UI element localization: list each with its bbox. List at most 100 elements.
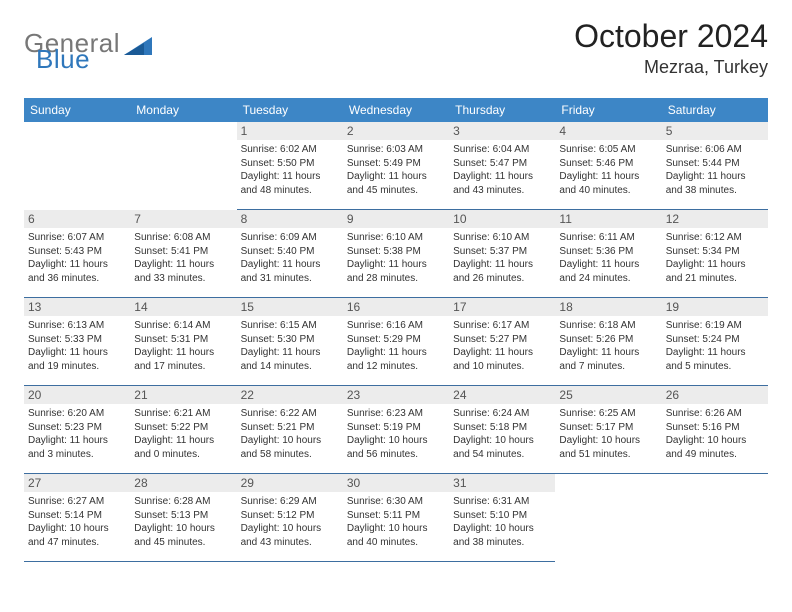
day-number: 6 bbox=[24, 210, 130, 228]
brand-flag-icon bbox=[124, 33, 152, 55]
day-cell: 8Sunrise: 6:09 AM Sunset: 5:40 PM Daylig… bbox=[237, 210, 343, 298]
day-cell: 11Sunrise: 6:11 AM Sunset: 5:36 PM Dayli… bbox=[555, 210, 661, 298]
day-detail-text: Sunrise: 6:16 AM Sunset: 5:29 PM Dayligh… bbox=[347, 319, 445, 373]
day-cell: 27 Sunrise: 6:27 AM Sunset: 5:14 PM Dayli… bbox=[24, 474, 130, 562]
day-number: 26 bbox=[662, 386, 768, 404]
day-number: 29 bbox=[237, 474, 343, 492]
day-cell: 4 Sunrise: 6:05 AM Sunset: 5:46 PM Daylig… bbox=[555, 122, 661, 210]
day-number: 30 bbox=[343, 474, 449, 492]
day-number: 18 bbox=[555, 298, 661, 316]
day-detail-text: Sunrise: 6:08 AM Sunset: 5:41 PM Dayligh… bbox=[134, 231, 232, 285]
day-cell: 26 Sunrise: 6:26 AM Sunset: 5:16 PM Dayli… bbox=[662, 386, 768, 474]
calendar-grid: 1 Sunrise: 6:02 AM Sunset: 5:50 PM Daylig… bbox=[24, 122, 768, 562]
day-cell bbox=[130, 122, 236, 210]
day-number: 11 bbox=[555, 210, 661, 228]
day-detail-text: Sunrise: 6:17 AM Sunset: 5:27 PM Dayligh… bbox=[453, 319, 551, 373]
header: General Blue October 2024 Mezraa, Turkey bbox=[24, 18, 768, 78]
day-number: 2 bbox=[343, 122, 449, 140]
day-number: 10 bbox=[449, 210, 555, 228]
dow-monday: Monday bbox=[130, 98, 236, 122]
day-detail-text: Sunrise: 6:14 AM Sunset: 5:31 PM Dayligh… bbox=[134, 319, 232, 373]
day-detail-text: Sunrise: 6:25 AM Sunset: 5:17 PM Dayligh… bbox=[559, 407, 657, 461]
day-cell: 1 Sunrise: 6:02 AM Sunset: 5:50 PM Daylig… bbox=[237, 122, 343, 210]
day-detail-text: Sunrise: 6:31 AM Sunset: 5:10 PM Dayligh… bbox=[453, 495, 551, 549]
day-detail-text: Sunrise: 6:30 AM Sunset: 5:11 PM Dayligh… bbox=[347, 495, 445, 549]
day-number: 21 bbox=[130, 386, 236, 404]
day-number: 5 bbox=[662, 122, 768, 140]
day-cell: 23 Sunrise: 6:23 AM Sunset: 5:19 PM Dayli… bbox=[343, 386, 449, 474]
day-cell: 24 Sunrise: 6:24 AM Sunset: 5:18 PM Dayli… bbox=[449, 386, 555, 474]
day-cell: 20 Sunrise: 6:20 AM Sunset: 5:23 PM Dayli… bbox=[24, 386, 130, 474]
dow-header-row: Sunday Monday Tuesday Wednesday Thursday… bbox=[24, 98, 768, 122]
day-number: 1 bbox=[237, 122, 343, 140]
brand-word-blue: Blue bbox=[36, 44, 90, 74]
day-cell: 18 Sunrise: 6:18 AM Sunset: 5:26 PM Dayli… bbox=[555, 298, 661, 386]
dow-wednesday: Wednesday bbox=[343, 98, 449, 122]
day-number: 4 bbox=[555, 122, 661, 140]
day-number: 3 bbox=[449, 122, 555, 140]
day-detail-text: Sunrise: 6:10 AM Sunset: 5:38 PM Dayligh… bbox=[347, 231, 445, 285]
day-cell: 25 Sunrise: 6:25 AM Sunset: 5:17 PM Dayli… bbox=[555, 386, 661, 474]
day-detail-text: Sunrise: 6:13 AM Sunset: 5:33 PM Dayligh… bbox=[28, 319, 126, 373]
day-detail-text: Sunrise: 6:02 AM Sunset: 5:50 PM Dayligh… bbox=[241, 143, 339, 197]
day-cell: 3 Sunrise: 6:04 AM Sunset: 5:47 PM Daylig… bbox=[449, 122, 555, 210]
day-detail-text: Sunrise: 6:05 AM Sunset: 5:46 PM Dayligh… bbox=[559, 143, 657, 197]
day-cell: 22Sunrise: 6:22 AM Sunset: 5:21 PM Dayli… bbox=[237, 386, 343, 474]
day-detail-text: Sunrise: 6:04 AM Sunset: 5:47 PM Dayligh… bbox=[453, 143, 551, 197]
dow-tuesday: Tuesday bbox=[237, 98, 343, 122]
month-title: October 2024 bbox=[574, 18, 768, 55]
day-number: 13 bbox=[24, 298, 130, 316]
day-cell: 31 Sunrise: 6:31 AM Sunset: 5:10 PM Dayli… bbox=[449, 474, 555, 562]
day-cell: 28 Sunrise: 6:28 AM Sunset: 5:13 PM Dayli… bbox=[130, 474, 236, 562]
day-cell: 16 Sunrise: 6:16 AM Sunset: 5:29 PM Dayli… bbox=[343, 298, 449, 386]
day-number: 20 bbox=[24, 386, 130, 404]
day-cell: 17Sunrise: 6:17 AM Sunset: 5:27 PM Dayli… bbox=[449, 298, 555, 386]
day-detail-text: Sunrise: 6:15 AM Sunset: 5:30 PM Dayligh… bbox=[241, 319, 339, 373]
day-detail-text: Sunrise: 6:21 AM Sunset: 5:22 PM Dayligh… bbox=[134, 407, 232, 461]
dow-thursday: Thursday bbox=[449, 98, 555, 122]
day-cell: 7 Sunrise: 6:08 AM Sunset: 5:41 PM Daylig… bbox=[130, 210, 236, 298]
day-detail-text: Sunrise: 6:03 AM Sunset: 5:49 PM Dayligh… bbox=[347, 143, 445, 197]
brand-word-blue-wrap: Blue bbox=[36, 44, 90, 75]
day-detail-text: Sunrise: 6:18 AM Sunset: 5:26 PM Dayligh… bbox=[559, 319, 657, 373]
day-detail-text: Sunrise: 6:20 AM Sunset: 5:23 PM Dayligh… bbox=[28, 407, 126, 461]
day-cell: 15 Sunrise: 6:15 AM Sunset: 5:30 PM Dayli… bbox=[237, 298, 343, 386]
day-detail-text: Sunrise: 6:23 AM Sunset: 5:19 PM Dayligh… bbox=[347, 407, 445, 461]
day-number: 16 bbox=[343, 298, 449, 316]
day-detail-text: Sunrise: 6:24 AM Sunset: 5:18 PM Dayligh… bbox=[453, 407, 551, 461]
day-number: 25 bbox=[555, 386, 661, 404]
day-detail-text: Sunrise: 6:10 AM Sunset: 5:37 PM Dayligh… bbox=[453, 231, 551, 285]
day-cell: 12 Sunrise: 6:12 AM Sunset: 5:34 PM Dayli… bbox=[662, 210, 768, 298]
day-detail-text: Sunrise: 6:28 AM Sunset: 5:13 PM Dayligh… bbox=[134, 495, 232, 549]
day-number: 12 bbox=[662, 210, 768, 228]
day-number: 7 bbox=[130, 210, 236, 228]
day-number: 15 bbox=[237, 298, 343, 316]
day-cell: 13 Sunrise: 6:13 AM Sunset: 5:33 PM Dayli… bbox=[24, 298, 130, 386]
day-cell: 29Sunrise: 6:29 AM Sunset: 5:12 PM Dayli… bbox=[237, 474, 343, 562]
day-cell: 10 Sunrise: 6:10 AM Sunset: 5:37 PM Dayli… bbox=[449, 210, 555, 298]
day-detail-text: Sunrise: 6:27 AM Sunset: 5:14 PM Dayligh… bbox=[28, 495, 126, 549]
day-detail-text: Sunrise: 6:19 AM Sunset: 5:24 PM Dayligh… bbox=[666, 319, 764, 373]
day-number: 24 bbox=[449, 386, 555, 404]
day-cell bbox=[24, 122, 130, 210]
day-detail-text: Sunrise: 6:26 AM Sunset: 5:16 PM Dayligh… bbox=[666, 407, 764, 461]
day-detail-text: Sunrise: 6:12 AM Sunset: 5:34 PM Dayligh… bbox=[666, 231, 764, 285]
dow-saturday: Saturday bbox=[662, 98, 768, 122]
day-number: 23 bbox=[343, 386, 449, 404]
day-number: 27 bbox=[24, 474, 130, 492]
day-number: 28 bbox=[130, 474, 236, 492]
day-number: 31 bbox=[449, 474, 555, 492]
calendar: Sunday Monday Tuesday Wednesday Thursday… bbox=[24, 98, 768, 562]
day-cell: 9 Sunrise: 6:10 AM Sunset: 5:38 PM Daylig… bbox=[343, 210, 449, 298]
day-cell: 19Sunrise: 6:19 AM Sunset: 5:24 PM Dayli… bbox=[662, 298, 768, 386]
day-detail-text: Sunrise: 6:07 AM Sunset: 5:43 PM Dayligh… bbox=[28, 231, 126, 285]
title-block: October 2024 Mezraa, Turkey bbox=[574, 18, 768, 78]
day-cell: 6 Sunrise: 6:07 AM Sunset: 5:43 PM Daylig… bbox=[24, 210, 130, 298]
dow-sunday: Sunday bbox=[24, 98, 130, 122]
location-subtitle: Mezraa, Turkey bbox=[574, 57, 768, 78]
dow-friday: Friday bbox=[555, 98, 661, 122]
day-cell: 14Sunrise: 6:14 AM Sunset: 5:31 PM Dayli… bbox=[130, 298, 236, 386]
day-cell: 30 Sunrise: 6:30 AM Sunset: 5:11 PM Dayli… bbox=[343, 474, 449, 562]
day-cell: 21 Sunrise: 6:21 AM Sunset: 5:22 PM Dayli… bbox=[130, 386, 236, 474]
day-number: 9 bbox=[343, 210, 449, 228]
